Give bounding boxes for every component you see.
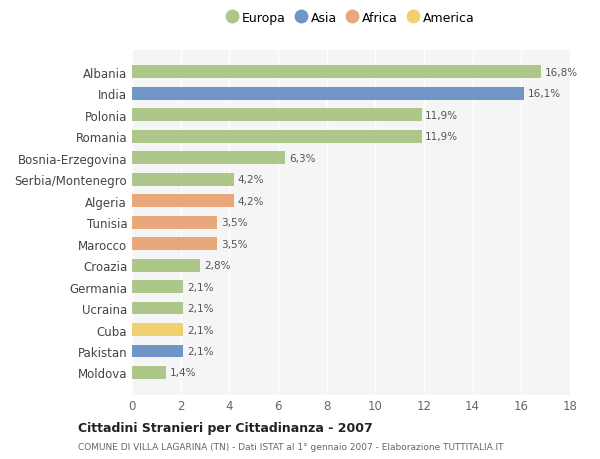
Text: 4,2%: 4,2% (238, 196, 265, 206)
Legend: Europa, Asia, Africa, America: Europa, Asia, Africa, America (227, 12, 475, 25)
Text: 6,3%: 6,3% (289, 153, 316, 163)
Text: 16,8%: 16,8% (544, 67, 578, 78)
Bar (132, 109, 422, 122)
Text: 3,5%: 3,5% (221, 218, 247, 228)
Text: 4,2%: 4,2% (238, 175, 265, 185)
Text: 11,9%: 11,9% (425, 132, 458, 142)
Text: 3,5%: 3,5% (221, 239, 247, 249)
Bar (132, 216, 217, 229)
Bar (132, 238, 217, 251)
Text: 1,4%: 1,4% (170, 368, 196, 378)
Bar (132, 174, 234, 186)
Bar (132, 259, 200, 272)
Text: 11,9%: 11,9% (425, 111, 458, 120)
Bar (132, 366, 166, 379)
Bar (132, 345, 183, 358)
Bar (132, 323, 183, 336)
Text: Cittadini Stranieri per Cittadinanza - 2007: Cittadini Stranieri per Cittadinanza - 2… (78, 421, 373, 434)
Text: 2,1%: 2,1% (187, 346, 213, 356)
Bar (132, 302, 183, 315)
Text: 2,8%: 2,8% (204, 261, 230, 270)
Text: COMUNE DI VILLA LAGARINA (TN) - Dati ISTAT al 1° gennaio 2007 - Elaborazione TUT: COMUNE DI VILLA LAGARINA (TN) - Dati IST… (78, 442, 503, 451)
Text: 16,1%: 16,1% (527, 89, 560, 99)
Bar (132, 195, 234, 207)
Text: 2,1%: 2,1% (187, 325, 213, 335)
Bar (132, 280, 183, 293)
Bar (132, 130, 422, 143)
Bar (132, 66, 541, 79)
Text: 2,1%: 2,1% (187, 282, 213, 292)
Bar (132, 88, 524, 101)
Bar (132, 152, 286, 165)
Text: 2,1%: 2,1% (187, 303, 213, 313)
